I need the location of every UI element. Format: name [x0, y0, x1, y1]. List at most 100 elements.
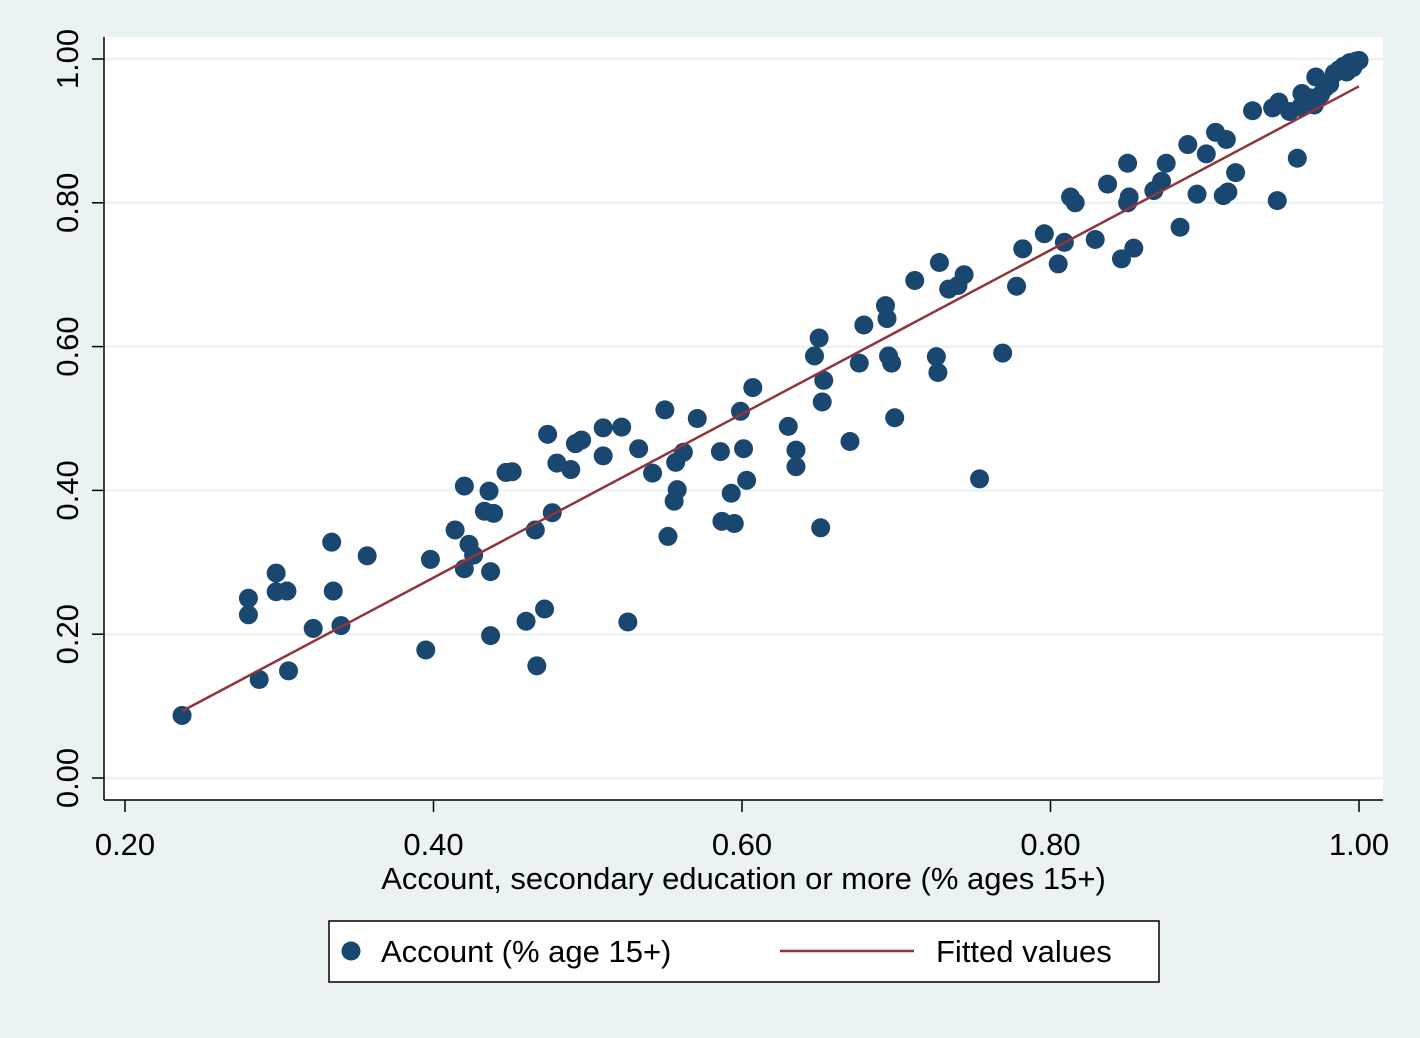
- data-point: [658, 526, 678, 546]
- data-point: [814, 370, 834, 390]
- y-tick-label: 0.20: [50, 604, 85, 664]
- data-point: [516, 611, 536, 631]
- data-point: [1152, 171, 1172, 191]
- data-point: [612, 417, 632, 437]
- data-point: [1111, 249, 1131, 269]
- data-point: [249, 669, 269, 689]
- data-point: [885, 408, 905, 428]
- x-tick-label: 0.80: [1020, 827, 1080, 862]
- data-point: [1267, 191, 1287, 211]
- data-point: [1098, 174, 1118, 194]
- grid-lines: [104, 57, 1383, 780]
- axis-labels: Account, secondary education or more (% …: [381, 861, 1106, 896]
- data-point: [481, 626, 501, 646]
- data-point: [1226, 163, 1246, 183]
- data-point: [877, 309, 897, 329]
- data-point: [809, 328, 829, 348]
- data-points: [172, 50, 1369, 725]
- axes: 0.00 0.20 0.40 0.60 0.80 1.00 0.20 0.40 0.60 0.80…: [50, 29, 1389, 862]
- y-tick-label: 0.00: [50, 748, 85, 808]
- data-point: [538, 424, 558, 444]
- data-point: [687, 409, 707, 428]
- data-point: [1196, 144, 1216, 164]
- legend-label-fitted: Fitted values: [936, 934, 1112, 969]
- data-point: [905, 270, 925, 290]
- fitted-line-group: [181, 85, 1360, 713]
- data-point: [629, 439, 649, 459]
- data-point: [954, 265, 974, 285]
- data-point: [737, 470, 757, 490]
- y-tick-label: 0.60: [50, 316, 85, 376]
- data-point: [743, 378, 763, 398]
- data-point: [572, 430, 592, 450]
- data-point: [1118, 153, 1138, 173]
- x-tick-label: 0.60: [712, 827, 772, 862]
- data-point: [561, 460, 581, 480]
- data-point: [928, 362, 948, 382]
- data-point: [667, 480, 687, 500]
- data-point: [238, 605, 258, 625]
- data-point: [804, 346, 824, 366]
- data-point: [484, 503, 504, 523]
- data-point: [527, 656, 547, 676]
- data-point: [535, 599, 555, 619]
- data-point: [721, 483, 741, 503]
- legend-label-account: Account (% age 15+): [381, 934, 671, 969]
- data-point: [1124, 238, 1144, 258]
- data-point: [778, 416, 798, 436]
- y-tick-label: 0.40: [50, 460, 85, 520]
- data-point: [481, 562, 501, 582]
- data-point: [277, 581, 297, 601]
- data-point: [1048, 254, 1068, 274]
- data-point: [1216, 130, 1236, 150]
- data-point: [926, 347, 946, 367]
- data-point: [420, 549, 440, 569]
- data-point: [172, 705, 192, 725]
- data-point: [1218, 182, 1238, 202]
- fitted-line: [181, 85, 1360, 713]
- x-tick-label: 0.40: [403, 827, 463, 862]
- data-point: [1178, 135, 1198, 155]
- data-point: [1156, 153, 1176, 173]
- data-point: [1013, 239, 1033, 259]
- data-point: [279, 661, 299, 681]
- legend: Account (% age 15+) Fitted values: [328, 920, 1160, 983]
- data-point: [1065, 193, 1085, 213]
- data-point: [811, 518, 831, 538]
- data-point: [357, 546, 377, 566]
- x-axis-title: Account, secondary education or more (% …: [381, 861, 1106, 896]
- data-point: [734, 439, 754, 459]
- data-point: [1187, 184, 1207, 204]
- legend-marker-account: [341, 941, 361, 961]
- data-point: [238, 588, 258, 608]
- data-point: [593, 418, 613, 438]
- data-point: [416, 640, 436, 660]
- data-point: [266, 563, 286, 583]
- data-point: [724, 513, 744, 533]
- data-point: [993, 343, 1013, 363]
- data-point: [1243, 101, 1263, 121]
- y-tick-label: 0.80: [50, 173, 85, 233]
- data-point: [970, 469, 990, 489]
- data-point: [854, 315, 874, 335]
- data-point: [502, 462, 522, 482]
- data-point: [1085, 229, 1105, 249]
- legend-box: [328, 920, 1160, 983]
- data-point: [812, 392, 832, 412]
- y-tick-label: 1.00: [50, 29, 85, 89]
- data-point: [655, 400, 675, 420]
- data-point: [454, 476, 474, 496]
- data-point: [1034, 224, 1054, 244]
- data-point: [322, 532, 342, 552]
- data-point: [1170, 217, 1190, 237]
- data-point: [710, 442, 730, 462]
- x-tick-label: 0.20: [95, 827, 155, 862]
- data-point: [849, 353, 869, 373]
- data-point: [1119, 187, 1139, 207]
- data-point: [929, 252, 949, 272]
- data-point: [643, 463, 663, 483]
- data-point: [1287, 148, 1307, 168]
- data-point: [786, 457, 806, 477]
